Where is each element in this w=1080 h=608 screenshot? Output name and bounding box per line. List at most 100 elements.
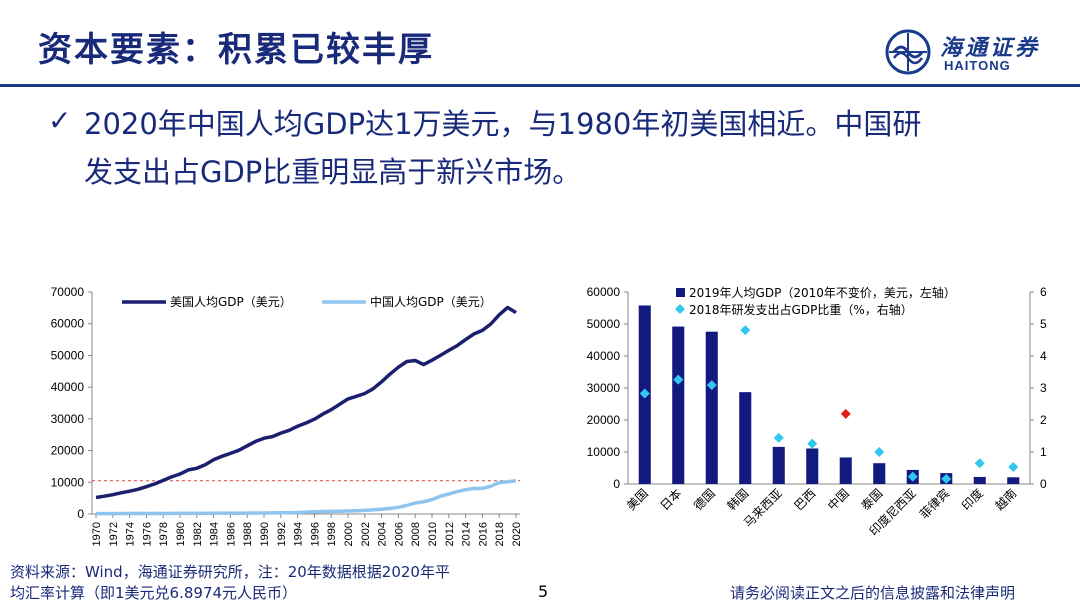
- y-tick-label: 40000: [51, 380, 85, 394]
- source-line-1: 资料来源：Wind，海通证券研究所，注：20年数据根据2020年平: [10, 563, 450, 581]
- legend-bar-label: 2019年人均GDP（2010年不变价，美元，左轴）: [689, 285, 956, 300]
- right-tick-label: 1: [1040, 445, 1047, 459]
- rd-diamond: [840, 408, 851, 419]
- rd-diamond: [974, 458, 985, 469]
- x-category-label: 越南: [992, 486, 1020, 514]
- x-category-label: 德国: [690, 486, 718, 514]
- y-tick-label: 0: [77, 507, 84, 521]
- left-tick-label: 20000: [587, 413, 621, 427]
- x-tick-label: 1992: [276, 522, 288, 546]
- haitong-logo-icon: [885, 29, 931, 75]
- legend-diamond-swatch: [675, 304, 685, 314]
- bar: [806, 448, 819, 484]
- bullet-line-2: 发支出占GDP比重明显高于新兴市场。: [84, 155, 582, 189]
- rd-diamond: [673, 374, 684, 385]
- bullet-text: 2020年中国人均GDP达1万美元，与1980年初美国相近。中国研 发支出占GD…: [84, 100, 1044, 196]
- us-gdp-line: [95, 305, 517, 500]
- x-tick-label: 1994: [293, 522, 305, 546]
- y-tick-label: 10000: [51, 475, 85, 489]
- bar: [873, 463, 886, 484]
- right-tick-label: 3: [1040, 381, 1047, 395]
- x-tick-label: 1986: [225, 522, 237, 546]
- rd-diamond: [740, 325, 751, 336]
- logo-cn-text: 海通证券: [940, 35, 1041, 61]
- logo-en-text: HAITONG: [944, 58, 1011, 73]
- legend-diamond-label: 2018年研发支出占GDP比重（%，右轴）: [689, 302, 913, 317]
- x-tick-label: 2002: [360, 522, 372, 546]
- x-tick-label: 2006: [393, 522, 405, 546]
- x-category-label: 巴西: [791, 486, 818, 513]
- check-icon: ✓: [48, 104, 72, 137]
- x-category-label: 美国: [624, 486, 651, 513]
- y-tick-label: 20000: [51, 444, 85, 458]
- left-tick-label: 0: [613, 477, 620, 491]
- source-note: 资料来源：Wind，海通证券研究所，注：20年数据根据2020年平 均汇率计算（…: [10, 562, 530, 604]
- bar: [1007, 477, 1020, 484]
- x-tick-label: 2018: [494, 522, 506, 546]
- header-divider: [0, 84, 1080, 87]
- bar: [839, 457, 852, 484]
- bar: [672, 326, 685, 484]
- x-category-label: 泰国: [858, 486, 885, 513]
- legend-label: 中国人均GDP（美元）: [370, 294, 492, 309]
- x-tick-label: 2004: [377, 522, 389, 546]
- x-tick-label: 1982: [192, 522, 204, 546]
- rd-diamond: [941, 473, 952, 484]
- right-tick-label: 5: [1040, 317, 1047, 331]
- x-tick-label: 1980: [175, 522, 187, 546]
- page-title: 资本要素：积累已较丰厚: [38, 30, 434, 70]
- bar: [772, 446, 785, 484]
- left-tick-label: 50000: [587, 317, 621, 331]
- bullet-line-1: 2020年中国人均GDP达1万美元，与1980年初美国相近。中国研: [84, 107, 922, 141]
- rd-diamond: [1008, 462, 1019, 473]
- x-tick-label: 2000: [343, 522, 355, 546]
- rd-diamond: [807, 438, 818, 449]
- rd-diamond: [706, 380, 717, 391]
- source-line-2: 均汇率计算（即1美元兑6.8974元人民币）: [10, 584, 298, 602]
- right-tick-label: 4: [1040, 349, 1047, 363]
- x-tick-label: 1970: [91, 522, 103, 546]
- left-tick-label: 40000: [587, 349, 621, 363]
- legend-bar-swatch: [676, 288, 685, 297]
- y-tick-label: 70000: [51, 285, 85, 299]
- left-tick-label: 10000: [587, 445, 621, 459]
- gdp-per-capita-line-chart: 0 10000 20000 30000 40000 50000 60000 70000 1970…: [51, 285, 523, 546]
- y-tick-label: 30000: [51, 412, 85, 426]
- x-category-label: 菲律宾: [916, 486, 952, 522]
- x-tick-label: 2008: [410, 522, 422, 546]
- x-tick-label: 2010: [427, 522, 439, 546]
- x-tick-label: 1984: [209, 522, 221, 546]
- x-tick-label: 1974: [125, 522, 137, 546]
- right-tick-label: 0: [1040, 477, 1047, 491]
- bar: [739, 392, 752, 484]
- x-tick-label: 1978: [158, 522, 170, 546]
- x-tick-label: 1988: [242, 522, 254, 546]
- y-tick-label: 60000: [51, 317, 85, 331]
- rd-diamond: [874, 447, 885, 457]
- page-number: 5: [538, 582, 549, 601]
- x-tick-label: 1972: [108, 522, 120, 546]
- rd-diamond: [773, 432, 784, 443]
- rd-diamond: [907, 471, 918, 482]
- x-category-label: 中国: [824, 486, 852, 514]
- china-gdp-line: [96, 478, 517, 516]
- gdp-rd-bar-chart: 0 10000 20000 30000 40000 50000 60000 0 1 2 3 4 5 6 美国…: [587, 285, 1047, 539]
- x-tick-label: 2014: [461, 522, 473, 546]
- disclaimer: 请务必阅读正文之后的信息披露和法律声明: [730, 584, 1016, 602]
- bar: [705, 331, 718, 484]
- y-tick-label: 50000: [51, 348, 85, 362]
- x-tick-label: 1990: [259, 522, 271, 546]
- rd-diamond: [639, 388, 650, 399]
- x-tick-label: 1996: [309, 522, 321, 546]
- bar: [973, 476, 986, 484]
- legend-label: 美国人均GDP（美元）: [170, 295, 292, 309]
- x-tick-label: 1998: [326, 522, 338, 546]
- x-tick-label: 2016: [477, 522, 489, 546]
- haitong-logo: 海通证券 HAITONG: [884, 28, 1054, 76]
- x-category-label: 日本: [657, 486, 684, 513]
- x-tick-label: 2012: [444, 522, 456, 546]
- left-tick-label: 30000: [587, 381, 621, 395]
- left-tick-label: 60000: [587, 285, 621, 299]
- x-tick-label: 1976: [141, 522, 153, 546]
- right-tick-label: 2: [1040, 413, 1047, 427]
